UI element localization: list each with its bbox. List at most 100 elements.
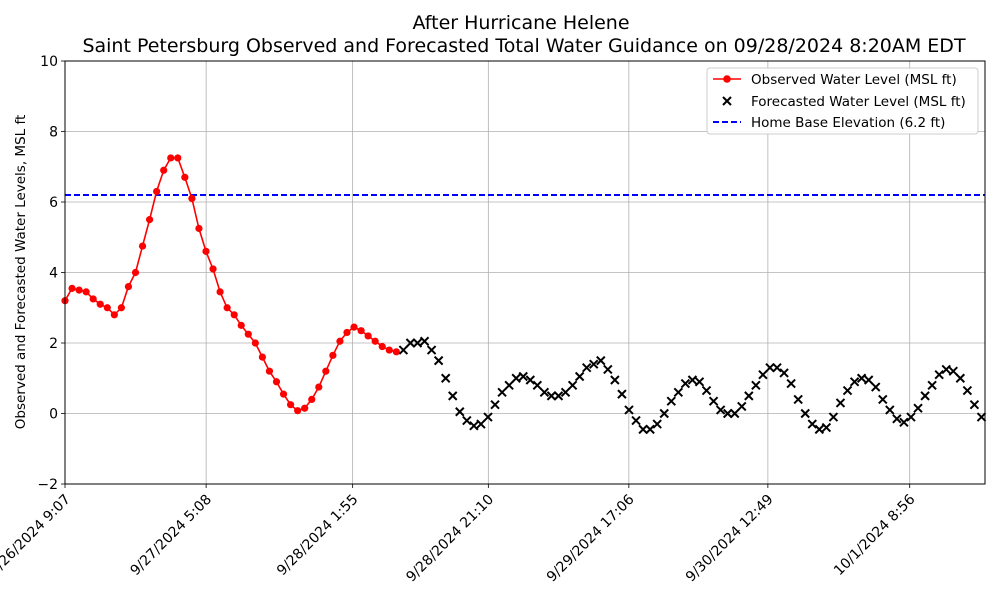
forecast-point [976,412,987,422]
forecast-point [497,387,507,398]
observed-point [131,268,140,277]
chart-title: After Hurricane Helene [412,12,629,34]
observed-point [124,283,133,291]
observed-point [82,288,90,296]
observed-point [209,265,217,273]
observed-point [336,337,344,345]
forecast-point [687,375,698,385]
observed-point [301,404,309,412]
forecast-point [906,412,916,422]
forecast-point [659,408,669,419]
legend-box [706,67,979,135]
forecast-point [532,380,543,391]
forecast-point [476,419,486,429]
forecast-point [722,408,733,419]
forecast-point [567,380,578,391]
y-tick-label: −2 [37,477,58,493]
forecast-point [948,366,958,376]
forecast-point [574,371,585,382]
forecast-point [426,345,437,355]
x-tick-label: 9/28/2024 1:55 [274,492,361,579]
forecast-point [871,382,881,392]
observed-point [145,216,154,224]
observed-point [251,339,259,347]
forecast-point [483,412,493,422]
forecast-point [708,396,719,406]
chart-subtitle: Saint Petersburg Observed and Forecasted… [82,35,966,57]
forecast-point [624,405,634,415]
observed-point [244,330,252,338]
observed-point [294,407,302,415]
observed-point [343,328,351,337]
forecast-point [701,385,712,396]
forecast-point [631,415,641,426]
data-layer [61,154,987,435]
forecast-point [899,417,909,428]
observed-point [378,342,386,351]
forecast-point [504,380,514,391]
forecast-point [553,391,564,401]
observed-point [174,154,182,162]
forecast-point [878,394,888,405]
forecast-point [715,405,726,415]
forecast-point [525,375,535,385]
forecast-point [560,387,571,398]
forecast-point [469,421,479,431]
grid [64,60,985,485]
forecast-point [462,415,472,426]
forecast-point [828,412,839,422]
x-tick-label: 9/28/2024 21:10 [403,492,497,586]
forecast-point [673,387,684,398]
observed-point [160,166,168,174]
observed-point [216,288,224,296]
forecast-point [737,401,747,412]
observed-point [153,187,161,196]
legend-observed-label: Observed Water Level (MSL ft) [751,72,957,88]
observed-point [195,224,203,233]
x-tick-label: 9/30/2024 12:49 [683,492,777,586]
observed-point [308,395,316,403]
forecast-point [518,371,528,382]
forecast-point [455,407,465,417]
forecast-point [448,391,458,401]
x-tick-label: 9/29/2024 17:06 [544,491,638,585]
observed-point [371,337,379,345]
y-tick-label: 2 [49,336,58,352]
forecast-point [596,355,606,366]
observed-point [272,378,281,386]
observed-point [103,304,111,312]
forecast-point [807,419,817,429]
forecast-point [934,370,944,380]
legend-forecast-marker [722,96,732,106]
forecast-point [638,424,648,435]
forecast-point [603,364,613,375]
x-tick-label: 9/26/2024 9:07 [0,492,74,579]
observed-point [385,346,393,354]
forecast-point [814,424,825,435]
y-tick-label: 0 [49,407,58,423]
forecast-point [856,373,867,383]
observed-point [230,311,238,319]
observed-point [89,295,97,303]
forecast-point [652,419,662,429]
legend-observed-marker [723,75,731,83]
forecast-point [962,385,973,396]
forecast-point [885,405,895,415]
forecast-point [405,338,416,348]
forecast-point [786,378,796,389]
forecast-point [920,391,930,401]
forecast-point [800,408,810,419]
forecast-point [610,375,620,385]
forecast-point [779,368,789,378]
observed-point [138,242,147,250]
forecast-point [969,399,980,410]
observed-point [110,311,118,319]
observed-point [75,286,83,294]
observed-point [329,351,337,359]
forecast-point [581,362,592,373]
legend-forecast-label: Forecasted Water Level (MSL ft) [751,94,966,110]
forecast-point [842,385,853,396]
x-tick-label: 10/1/2024 8:56 [831,491,919,579]
forecast-point [490,399,500,410]
y-tick-label: 10 [40,54,58,70]
